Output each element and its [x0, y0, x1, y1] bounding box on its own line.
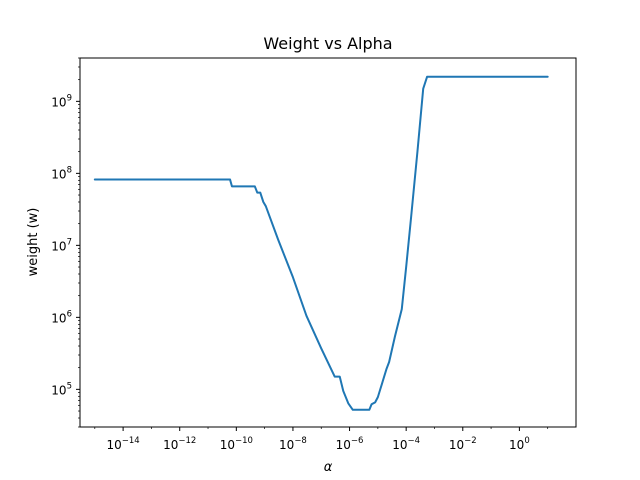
x-axis-label: α: [324, 460, 333, 475]
x-tick-base: 10: [220, 438, 235, 452]
tick-layer: 10−14 10−12 10−10 10−8 10−6 10−4 10−2 100105106…: [51, 57, 549, 452]
x-tick-label: 10−14: [106, 436, 139, 452]
x-tick-base: 10: [336, 438, 351, 452]
x-tick-base: 10: [279, 438, 294, 452]
x-tick-base: 10: [509, 438, 524, 452]
y-tick-label: 105: [51, 381, 72, 397]
y-tick-base: 10: [51, 95, 66, 109]
x-tick-exponent: −2: [464, 436, 477, 446]
x-tick-label: 10−12: [163, 436, 196, 452]
x-tick-exponent: −10: [235, 436, 253, 446]
y-tick-exponent: 8: [67, 165, 72, 175]
y-tick-exponent: 7: [67, 237, 72, 247]
x-tick-exponent: −4: [408, 436, 421, 446]
x-tick-label: 10−10: [220, 436, 253, 452]
x-tick-label: 100: [509, 436, 530, 452]
y-tick-base: 10: [51, 311, 66, 325]
x-tick-label: 10−4: [392, 436, 420, 452]
y-tick-label: 107: [51, 237, 72, 253]
y-tick-label: 106: [51, 309, 72, 325]
series-layer: [93, 75, 549, 411]
x-tick-base: 10: [392, 438, 407, 452]
x-tick-label: 10−2: [449, 436, 477, 452]
x-tick-exponent: −14: [122, 436, 140, 446]
y-tick-base: 10: [51, 167, 66, 181]
y-tick-label: 109: [51, 93, 72, 109]
x-tick-base: 10: [163, 438, 178, 452]
x-tick-exponent: −12: [178, 436, 196, 446]
x-tick-exponent: −6: [351, 436, 364, 446]
chart-title: Weight vs Alpha: [263, 34, 392, 53]
x-tick-exponent: 0: [524, 436, 529, 446]
x-tick-label: 10−8: [279, 436, 307, 452]
y-tick-base: 10: [51, 383, 66, 397]
x-tick-base: 10: [449, 438, 464, 452]
y-axis-label: weight (w): [26, 208, 41, 277]
y-tick-label: 108: [51, 165, 72, 181]
x-tick-label: 10−6: [336, 436, 364, 452]
series-line: [93, 75, 549, 411]
x-tick-exponent: −8: [294, 436, 307, 446]
y-tick-exponent: 9: [67, 93, 72, 103]
y-tick-exponent: 5: [67, 381, 72, 391]
y-tick-base: 10: [51, 239, 66, 253]
x-tick-base: 10: [106, 438, 121, 452]
plot-area: 10−14 10−12 10−10 10−8 10−6 10−4 10−2 100105106…: [51, 57, 577, 452]
y-tick-exponent: 6: [67, 309, 72, 319]
axes-frame: [79, 57, 577, 428]
